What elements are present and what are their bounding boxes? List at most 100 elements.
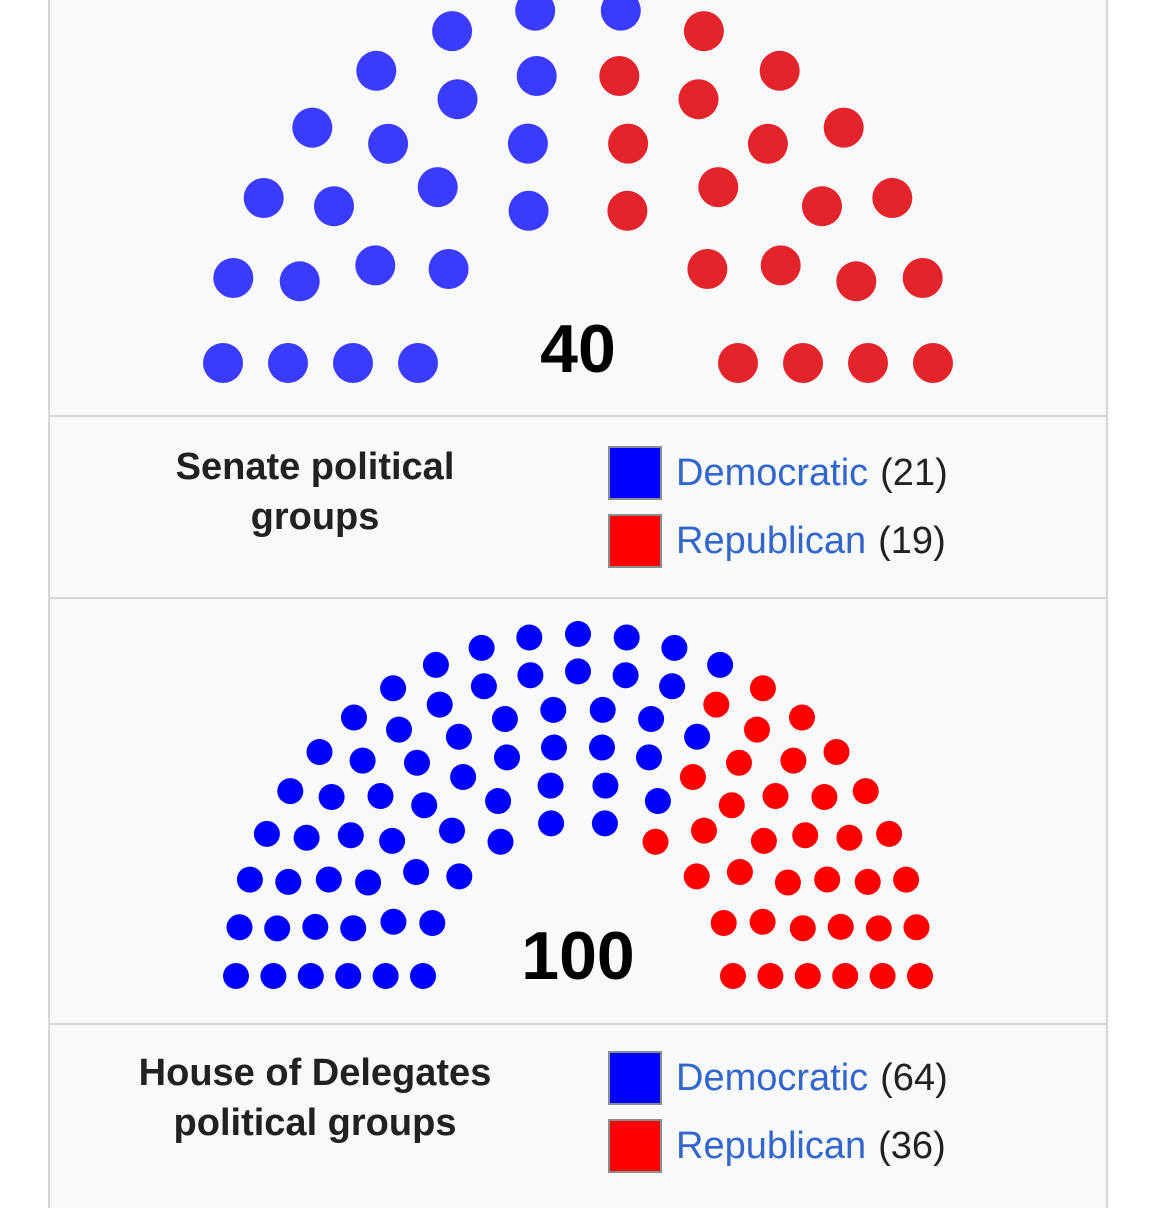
senate-legend: Democratic (21) Republican (19) — [608, 439, 948, 575]
democratic-seat — [494, 744, 520, 771]
democratic-seat — [380, 675, 407, 702]
democratic-seat — [379, 827, 406, 854]
democratic-seat — [380, 908, 407, 935]
democratic-seat — [243, 178, 284, 218]
democratic-seat — [538, 810, 565, 837]
democratic-seat — [468, 634, 495, 661]
democratic-seat — [223, 963, 249, 989]
democratic-party-link[interactable]: Democratic — [676, 1056, 869, 1099]
democratic-seat — [268, 343, 308, 383]
democratic-seat — [516, 624, 543, 651]
democratic-seat — [264, 915, 291, 942]
republican-seat — [760, 245, 801, 286]
republican-seat — [691, 817, 717, 844]
democratic-seat — [600, 0, 641, 31]
democratic-seat — [318, 784, 345, 810]
divider — [48, 597, 1108, 599]
democratic-seat — [638, 706, 665, 732]
republican-seat — [718, 343, 758, 383]
republican-seat — [608, 123, 649, 164]
republican-seat — [913, 343, 953, 383]
republican-seat — [720, 963, 746, 989]
democratic-seat — [297, 963, 324, 989]
democratic-seat — [260, 963, 287, 989]
democratic-seat — [437, 79, 478, 120]
democratic-seat — [515, 0, 556, 31]
republican-seat — [747, 123, 788, 164]
republican-seat — [836, 261, 877, 302]
democratic-seat — [302, 913, 329, 940]
republican-seat — [832, 963, 859, 989]
democratic-seat — [226, 914, 253, 941]
democratic-seat — [516, 56, 557, 96]
republican-seat — [865, 915, 892, 942]
republican-seat — [907, 963, 933, 989]
divider — [48, 1023, 1108, 1025]
democratic-seat — [340, 915, 367, 942]
democratic-seat — [612, 662, 639, 689]
republican-seat — [814, 866, 841, 893]
democratic-seat — [275, 868, 302, 895]
democratic-seat — [428, 249, 469, 289]
house-legend: Democratic (64) Republican (36) — [608, 1044, 948, 1180]
democratic-party-link[interactable]: Democratic — [676, 451, 869, 494]
republican-seat — [679, 764, 706, 790]
republican-seat — [848, 343, 888, 383]
democratic-seat — [508, 190, 549, 231]
republican-seat — [827, 913, 854, 940]
house-group-title: House of Delegates political groups — [95, 1048, 535, 1148]
democratic-seat-count: (21) — [880, 451, 948, 494]
republican-party-link[interactable]: Republican — [676, 1124, 867, 1167]
democratic-seat — [684, 723, 711, 750]
republican-seat — [869, 963, 896, 989]
democratic-seat — [335, 963, 362, 989]
democratic-seat — [659, 673, 686, 700]
democratic-seat — [356, 50, 397, 91]
democratic-seat — [517, 662, 544, 689]
republican-seat — [757, 963, 784, 989]
democratic-seat — [485, 788, 512, 814]
democratic-seat — [537, 772, 564, 799]
democratic-seat — [337, 822, 364, 849]
house-hemicycle: 100 — [223, 621, 933, 994]
republican-seat — [762, 783, 789, 809]
republican-seat — [876, 820, 903, 847]
democratic-seat — [203, 343, 243, 383]
republican-seat — [759, 50, 800, 91]
democratic-seat — [613, 624, 640, 651]
republican-seat — [823, 107, 864, 148]
democratic-seat — [470, 673, 497, 700]
republican-seat — [872, 178, 913, 218]
senate-seat-diagram: 40 — [0, 0, 1157, 415]
democratic-swatch — [608, 446, 662, 500]
democratic-seat — [589, 696, 616, 723]
democratic-seat — [292, 107, 333, 148]
legend-item-republican: Republican (36) — [608, 1112, 948, 1180]
senate-group-title-text: Senate political groups — [175, 446, 455, 538]
democratic-seat — [707, 651, 734, 678]
republican-swatch — [608, 514, 662, 568]
democratic-seat — [355, 245, 396, 286]
democratic-seat — [355, 869, 382, 896]
democratic-seat — [422, 651, 449, 678]
republican-seat — [836, 824, 863, 851]
democratic-seat — [404, 749, 430, 776]
republican-seat — [774, 869, 801, 896]
republican-seat-count: (36) — [878, 1124, 946, 1167]
republican-seat — [703, 691, 730, 718]
legend-item-democratic: Democratic (21) — [608, 439, 948, 507]
senate-group-title: Senate political groups — [120, 442, 510, 542]
democratic-seat — [419, 910, 446, 936]
democratic-seat — [432, 11, 473, 52]
democratic-seat — [314, 186, 354, 227]
house-group-title-line2: political groups — [173, 1102, 457, 1144]
republican-seat — [789, 704, 815, 731]
democratic-seat — [636, 744, 662, 771]
republican-party-link[interactable]: Republican — [676, 519, 867, 562]
democratic-seat — [306, 739, 333, 765]
republican-seat — [823, 739, 850, 765]
republican-seat — [792, 822, 819, 849]
democratic-seat — [540, 696, 567, 723]
democratic-seat — [487, 828, 514, 855]
republican-seat — [783, 343, 823, 383]
